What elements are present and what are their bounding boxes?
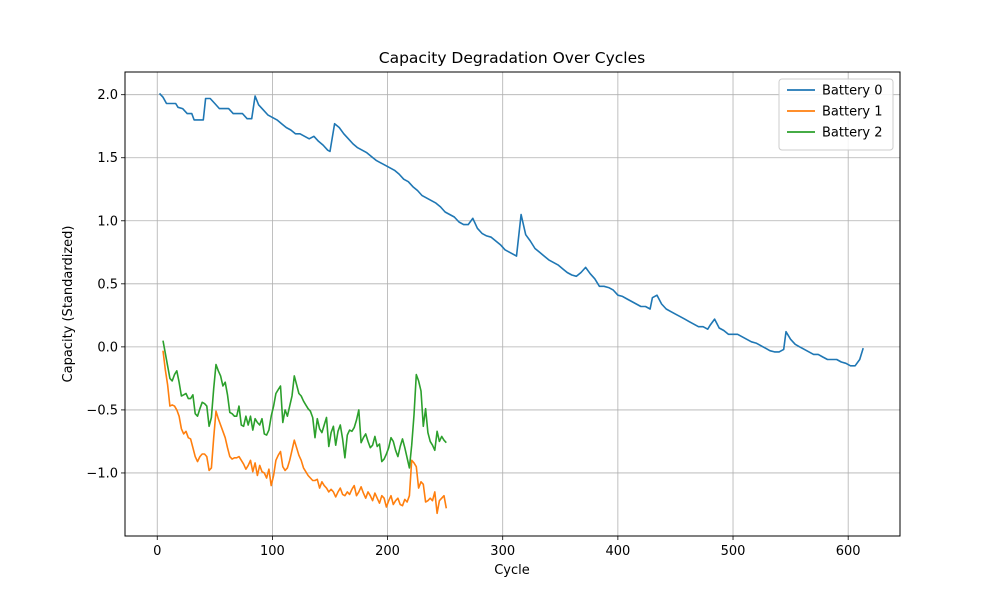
y-tick-label: 0.0 [97,340,118,355]
series-line-battery-1 [162,350,448,515]
y-tick-label: −1.0 [86,466,118,481]
series-lines [158,92,864,515]
x-tick-label: 500 [721,544,746,559]
x-tick-label: 200 [375,544,400,559]
y-tick-label: 1.5 [97,151,118,166]
y-tick-label: 2.0 [97,88,118,103]
chart-title: Capacity Degradation Over Cycles [379,49,645,67]
legend: Battery 0 Battery 1 Battery 2 [778,78,894,151]
x-tick-label: 300 [490,544,515,559]
y-tick-label: −0.5 [86,403,118,418]
plot-frame [124,71,901,537]
x-axis-label: Cycle [494,563,530,578]
x-tick-label: 100 [260,544,285,559]
legend-label: Battery 2 [822,126,883,141]
legend-label: Battery 0 [822,84,883,99]
y-tick-label: 1.0 [97,214,118,229]
series-line-battery-2 [162,340,447,469]
grid [125,72,900,536]
y-tick-label: 0.5 [97,277,118,292]
legend-label: Battery 1 [822,105,883,120]
y-axis-label: Capacity (Standardized) [61,226,76,383]
x-tick-label: 0 [153,544,161,559]
x-tick-label: 400 [605,544,630,559]
series-line-battery-0 [158,92,864,367]
ticks: 0 100 200 300 400 500 600 −1.0 −0.5 0.0 0.5 1.0 1.5 2… [86,88,860,559]
x-tick-label: 600 [836,544,861,559]
